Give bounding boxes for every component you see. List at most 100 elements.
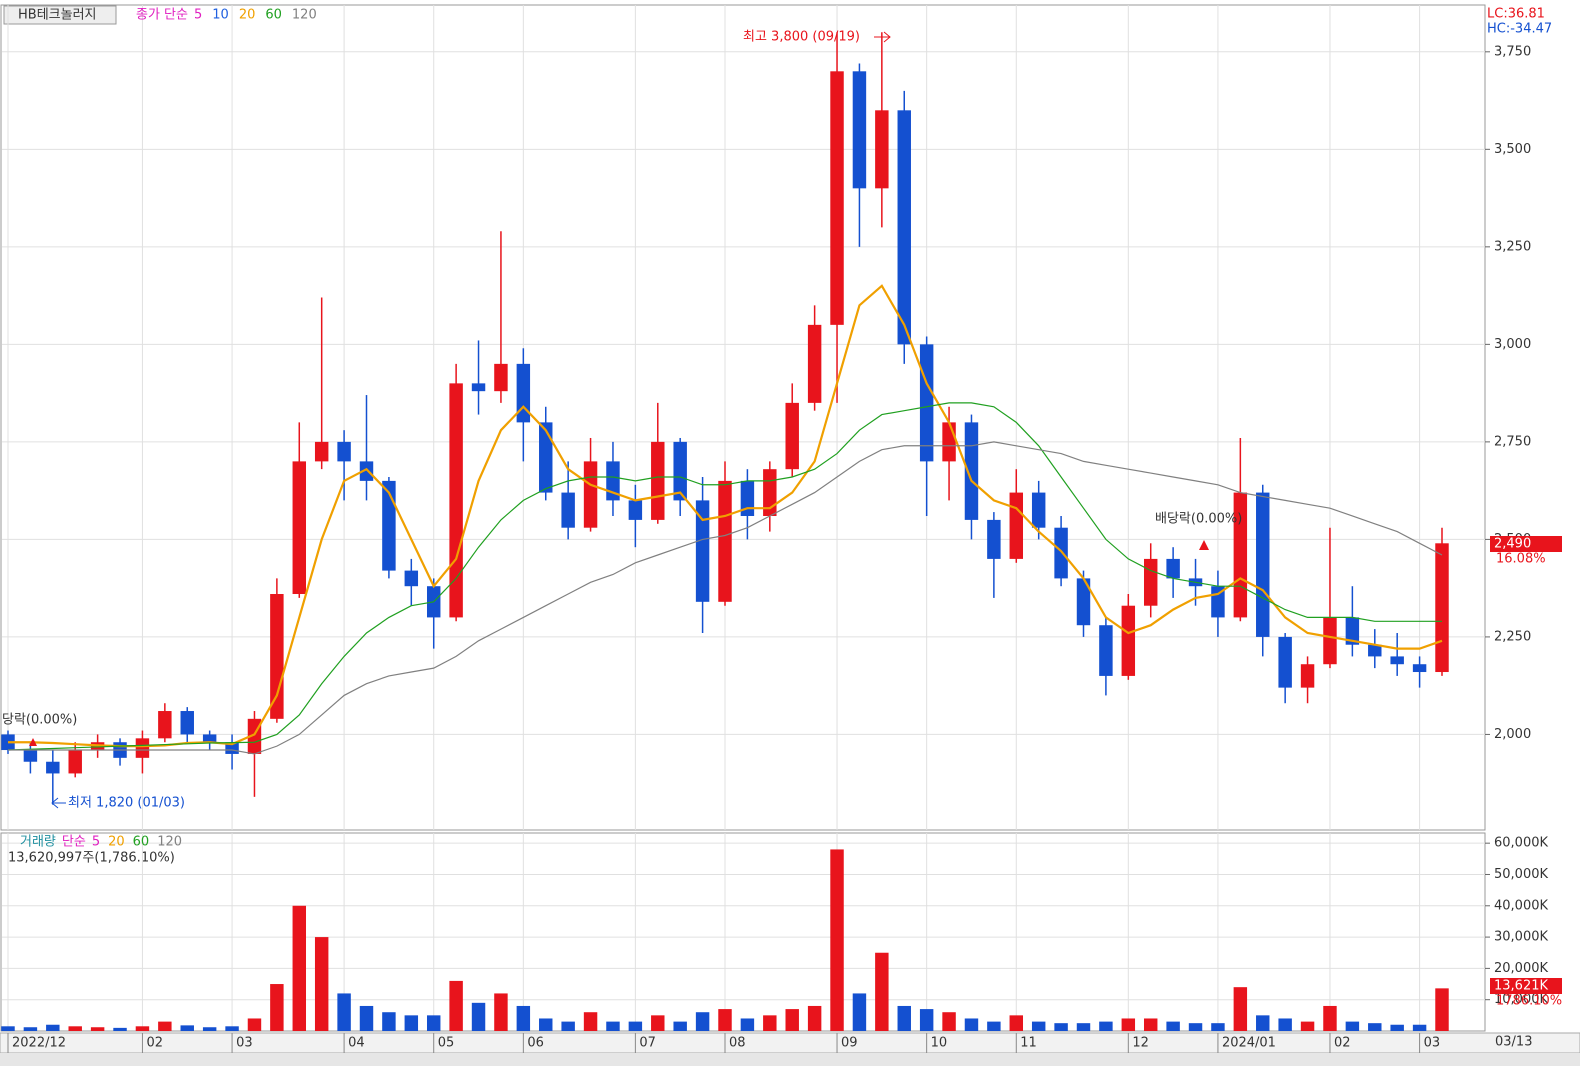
last-volume-pct: 1786.10% — [1496, 994, 1562, 1009]
arrow — [51, 797, 66, 809]
y-tick-label: 10,000K — [1494, 992, 1548, 1007]
candle-body — [875, 110, 889, 189]
candle-body — [292, 461, 307, 595]
x-tick-label: 2024/01 — [1222, 1036, 1276, 1051]
candle-body — [539, 422, 553, 493]
candle-body — [494, 363, 508, 392]
volume-bar — [785, 1009, 799, 1031]
volume-bar — [1435, 988, 1449, 1031]
legend-prefix: 종가 단순 — [136, 8, 188, 23]
volume-bar — [1278, 1018, 1292, 1031]
volume-bar — [942, 1012, 956, 1031]
candle-body — [1099, 625, 1113, 676]
volume-bar — [68, 1026, 82, 1031]
legend-entry: 60 — [265, 8, 282, 23]
volume-bar — [225, 1026, 239, 1031]
hc-label: HC:-34.47 — [1487, 22, 1552, 37]
volume-bar — [90, 1027, 105, 1031]
legend-prefix: 단순 — [62, 835, 86, 850]
arrow — [874, 31, 891, 43]
volume-bar — [359, 1005, 374, 1031]
volume-bar — [202, 1027, 217, 1031]
candle-body — [516, 363, 531, 423]
candle-body — [942, 422, 956, 462]
legend-entry: 5 — [92, 835, 100, 850]
y-tick-label: 30,000K — [1494, 930, 1548, 945]
volume-bar — [516, 1005, 531, 1031]
volume-bar — [763, 1015, 777, 1031]
candle-body — [270, 594, 284, 719]
volume-bar — [1031, 1021, 1046, 1031]
candle-body — [1390, 656, 1404, 665]
stock-name[interactable]: HB테크놀러지 — [18, 8, 97, 23]
candle-body — [964, 422, 979, 520]
x-tick-label: 11 — [1020, 1036, 1037, 1051]
volume-bar — [1323, 1005, 1337, 1031]
candle-body — [1143, 558, 1158, 606]
volume-bar — [1, 1026, 15, 1031]
volume-bar — [539, 1018, 553, 1031]
volume-bar — [987, 1021, 1001, 1031]
volume-bar — [337, 993, 351, 1031]
volume-bar — [1368, 1023, 1382, 1031]
volume-bar — [113, 1027, 127, 1031]
x-tick-label: 04 — [348, 1036, 365, 1051]
y-tick-label: 2,250 — [1494, 629, 1531, 644]
volume-bar — [292, 905, 307, 1031]
candle-body — [897, 110, 911, 345]
y-tick-label: 3,750 — [1494, 44, 1531, 59]
volume-bar — [404, 1015, 419, 1031]
candle-body — [46, 761, 60, 774]
volume-bar — [695, 1012, 710, 1031]
candle-body — [830, 71, 844, 325]
candle-body — [628, 500, 643, 520]
volume-bar — [1143, 1018, 1158, 1031]
lc-label: LC:36.81 — [1487, 7, 1545, 22]
candle-body — [471, 383, 486, 392]
volume-bar — [449, 980, 463, 1031]
legend-entry: 5 — [194, 8, 202, 23]
candle-body — [1031, 492, 1046, 528]
moving-average — [8, 441, 1443, 755]
volume-bar — [426, 1015, 441, 1031]
x-tick-label: 02 — [146, 1036, 163, 1051]
volume-bar — [1211, 1023, 1225, 1031]
candle-body — [1278, 636, 1292, 688]
candle-body — [382, 480, 396, 571]
x-tick-label: 02 — [1334, 1036, 1351, 1051]
candle-body — [987, 519, 1001, 559]
volume-bar — [1076, 1023, 1091, 1031]
last-price: 2,490 — [1494, 537, 1531, 552]
candle-body — [359, 461, 374, 481]
x-tick-label: 12 — [1132, 1036, 1149, 1051]
candle-body — [68, 750, 82, 774]
y-tick-label: 3,000 — [1494, 337, 1531, 352]
volume-bar — [23, 1027, 38, 1031]
volume-bar — [1233, 987, 1248, 1031]
volume-marker — [1490, 978, 1562, 994]
volume-bar — [651, 1015, 665, 1031]
volume-bar — [1300, 1021, 1315, 1031]
ex-dividend-note: 배당락(0.00%) — [1155, 512, 1242, 527]
low-note: 최저 1,820 (01/03) — [68, 796, 185, 811]
volume-bar — [1412, 1024, 1427, 1031]
volume-bar — [875, 952, 889, 1031]
candle-body — [807, 324, 822, 403]
y-tick-label: 20,000K — [1494, 961, 1548, 976]
volume-bar — [1166, 1021, 1180, 1031]
candle-body — [1435, 543, 1449, 673]
volume-bar — [628, 1021, 643, 1031]
volume-bar — [830, 849, 844, 1031]
y-tick-label: 40,000K — [1494, 898, 1548, 913]
volume-bar — [673, 1021, 687, 1031]
candle-body — [919, 344, 934, 462]
y-tick-label: 2,000 — [1494, 727, 1531, 742]
x-tick-label: 06 — [527, 1036, 544, 1051]
candle-body — [158, 711, 172, 739]
y-tick-label: 60,000K — [1494, 836, 1548, 851]
stock-button[interactable] — [3, 5, 117, 25]
scroll-bar — [0, 1053, 1580, 1066]
candle-body — [651, 441, 665, 520]
volume-bar — [1345, 1021, 1360, 1031]
candle-body — [1412, 664, 1427, 673]
